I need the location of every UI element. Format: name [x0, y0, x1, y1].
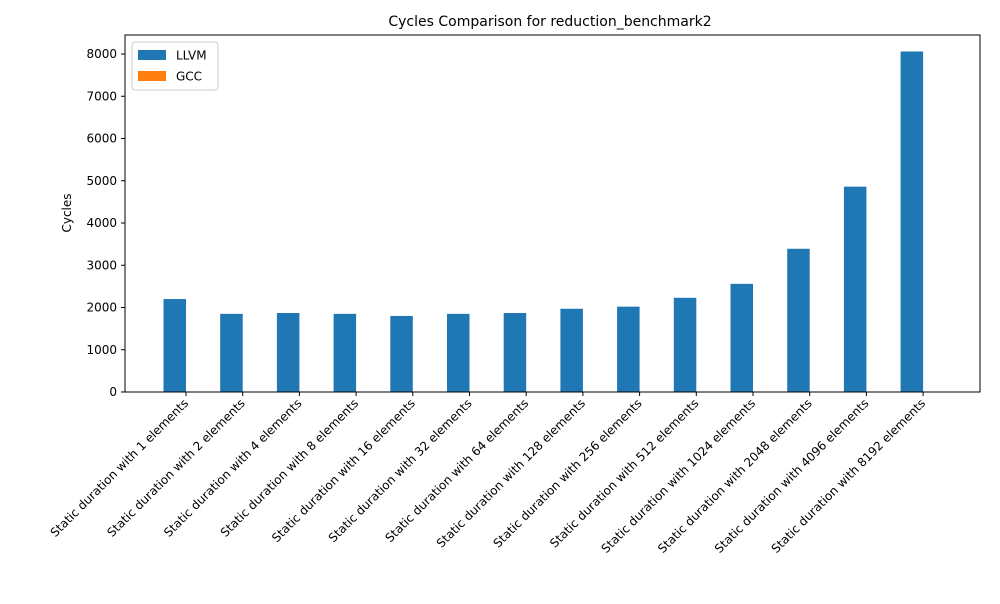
bar-llvm-7	[560, 308, 583, 392]
legend-swatch-gcc	[138, 71, 166, 81]
axes-layer: 010002000300040005000600070008000Static …	[48, 34, 981, 556]
bar-llvm-0	[163, 299, 186, 392]
y-axis-label: Cycles	[60, 193, 74, 232]
y-tick-label: 7000	[86, 89, 117, 103]
y-tick-label: 8000	[86, 47, 117, 61]
bar-llvm-8	[617, 306, 640, 392]
y-tick-label: 0	[109, 385, 117, 399]
bar-llvm-2	[276, 313, 300, 392]
legend-label-gcc: GCC	[176, 70, 202, 84]
bar-llvm-10	[730, 283, 753, 392]
bar-llvm-4	[390, 315, 413, 392]
y-tick-label: 6000	[86, 132, 117, 146]
y-tick-label: 4000	[86, 216, 117, 230]
bars-layer	[163, 51, 924, 392]
bar-llvm-13	[900, 51, 924, 392]
bar-llvm-9	[673, 297, 697, 392]
bar-llvm-11	[787, 248, 810, 392]
bar-llvm-5	[447, 313, 470, 392]
legend-label-llvm: LLVM	[176, 49, 207, 63]
bar-llvm-6	[503, 313, 527, 392]
y-tick-label: 1000	[86, 343, 117, 357]
plot-frame	[124, 34, 981, 393]
bar-llvm-12	[843, 186, 867, 392]
bar-llvm-1	[220, 313, 243, 392]
legend-swatch-llvm	[138, 50, 166, 60]
bar-llvm-3	[333, 313, 357, 392]
y-tick-label: 3000	[86, 258, 117, 272]
y-tick-label: 5000	[86, 174, 117, 188]
chart-title: Cycles Comparison for reduction_benchmar…	[388, 14, 711, 30]
legend: LLVM GCC	[131, 41, 219, 91]
y-tick-label: 2000	[86, 301, 117, 315]
